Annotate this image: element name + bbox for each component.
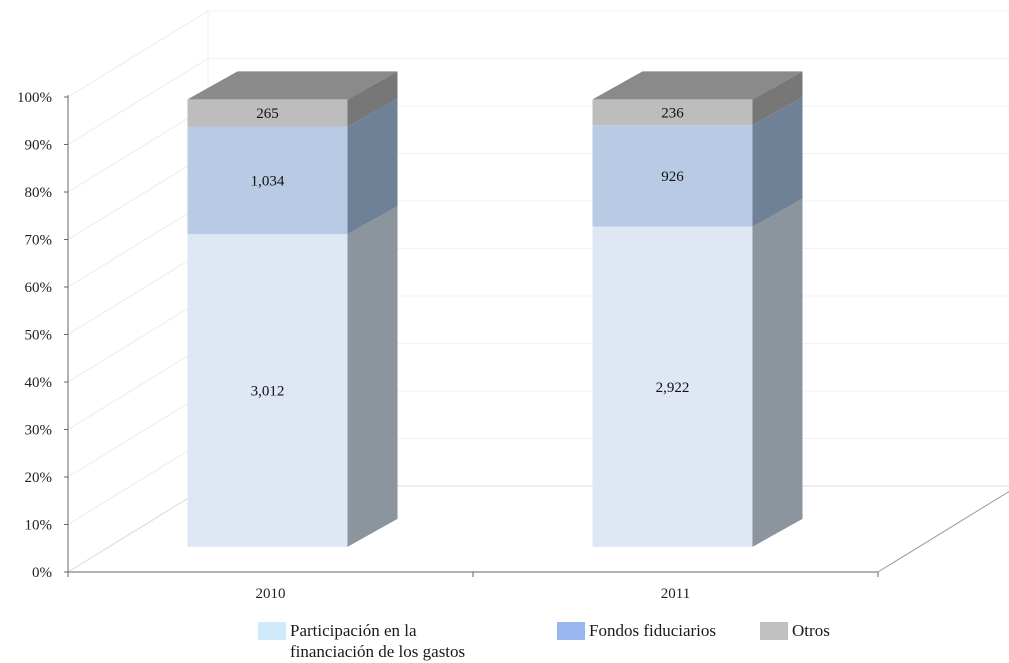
data-label: 2,922 [656, 380, 690, 396]
gridline-wall [67, 58, 209, 145]
bar-segment-side [347, 98, 398, 235]
y-tick-label: 40% [25, 375, 53, 391]
data-label: 1,034 [251, 174, 285, 190]
legend-swatch [557, 622, 585, 640]
bar-segment-side [752, 71, 803, 126]
legend-swatch [760, 622, 789, 640]
legend: Participación en la financiación de los … [258, 620, 830, 662]
gridline-wall [67, 248, 209, 335]
legend-item: Fondos fiduciarios [557, 620, 716, 641]
legend-label: Fondos fiduciarios [589, 621, 717, 640]
y-tick-label: 10% [25, 518, 53, 534]
bar-segment [187, 234, 348, 547]
bar-segment [592, 125, 753, 227]
data-label: 3,012 [251, 384, 285, 400]
gridline-wall [67, 295, 209, 383]
y-tick-label: 100% [17, 90, 52, 106]
axes [64, 95, 1009, 577]
x-tick-label: 2010 [256, 586, 286, 602]
legend-item: Participación en la financiación de los … [258, 620, 500, 662]
labels: 0% 10% 20% 30% 40% 50% 60% 70% 80% 90% 100% 3,012 1,… [17, 90, 690, 602]
legend-label: Otros [792, 621, 830, 640]
data-label: 926 [661, 169, 684, 185]
legend-swatch [258, 622, 286, 640]
y-tick-label: 80% [25, 185, 53, 201]
data-label: 265 [256, 106, 279, 122]
bar-segment [592, 99, 753, 126]
gridline-wall [67, 105, 209, 193]
y-tick-label: 60% [25, 280, 53, 296]
y-tick-label: 0% [32, 565, 52, 581]
bar-segment-side [752, 97, 803, 227]
y-tick-label: 30% [25, 423, 53, 439]
bar-segment [187, 99, 348, 127]
bar-top [187, 71, 398, 100]
gridline-wall [67, 153, 209, 240]
data-label: 236 [661, 105, 684, 121]
gridline-wall [67, 200, 209, 288]
gridline-wall [67, 438, 209, 525]
gridline-wall [67, 10, 209, 98]
bar-segment-side [347, 71, 398, 127]
stacked-bar-chart: 0% 10% 20% 30% 40% 50% 60% 70% 80% 90% 100% 3,012 1,… [17, 10, 1009, 602]
y-tick-label: 20% [25, 470, 53, 486]
bar-segment [592, 226, 753, 547]
bar-segment-side [347, 206, 398, 547]
x-tick-label: 2011 [661, 586, 690, 602]
y-tick-label: 90% [25, 138, 53, 154]
bar-segment-side [752, 198, 803, 547]
gridline-wall [67, 390, 209, 478]
y-tick-label: 70% [25, 233, 53, 249]
floor-right-edge [877, 490, 1009, 573]
legend-item: Otros [760, 620, 830, 641]
y-tick-label: 50% [25, 328, 53, 344]
gridline-wall [67, 343, 209, 430]
bar-top [592, 71, 803, 100]
bar-segment [187, 126, 348, 235]
bars [187, 71, 803, 547]
legend-label: Participación en la financiación de los … [290, 621, 466, 661]
